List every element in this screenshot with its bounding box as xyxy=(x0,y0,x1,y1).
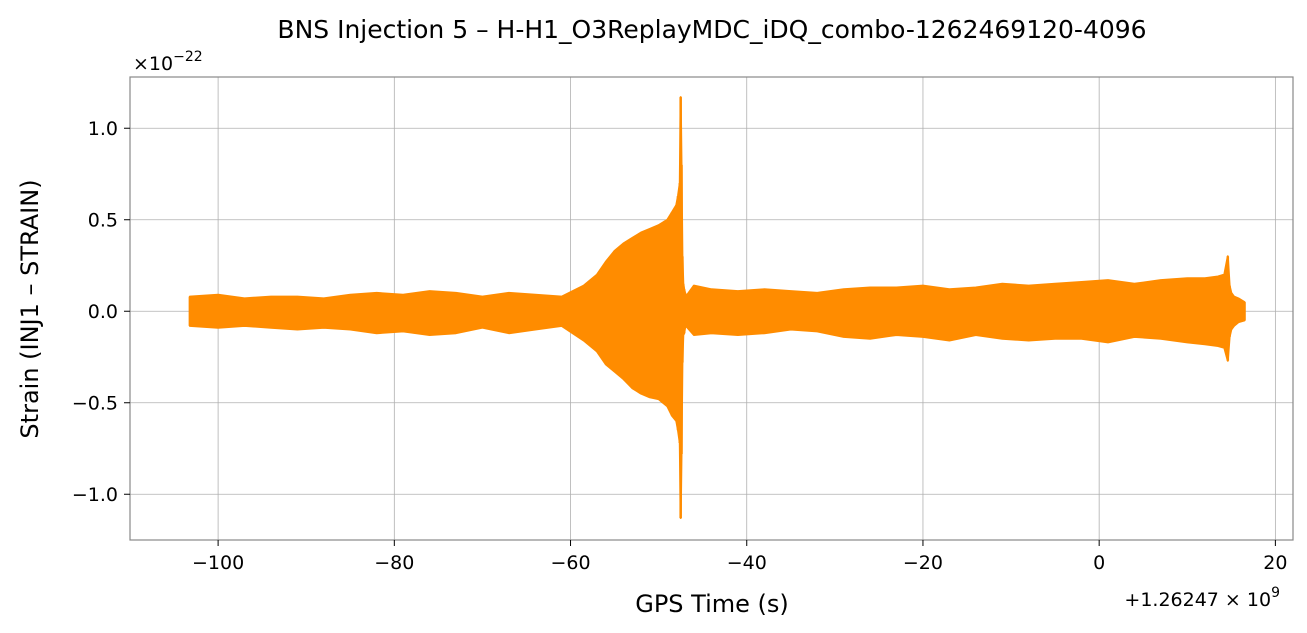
plot-frame xyxy=(129,76,1294,541)
y-tick-label: 1.0 xyxy=(88,118,118,140)
x-tick-label: 0 xyxy=(1093,552,1105,574)
series-layer xyxy=(188,96,1246,519)
x-ticks: −100 −80 −60 −40 −20 0 20 xyxy=(192,540,1287,574)
x-offset-label: +1.26247 × 109 xyxy=(1124,585,1280,611)
y-tick-label: −1.0 xyxy=(72,484,118,506)
x-offset-base: +1.26247 × 10 xyxy=(1124,589,1271,611)
x-tick-label: −20 xyxy=(903,552,943,574)
y-scale-factor: ×10−22 xyxy=(133,49,203,75)
x-offset-exponent: 9 xyxy=(1271,585,1280,601)
y-tick-label: 0.0 xyxy=(88,301,118,323)
x-tick-label: −60 xyxy=(550,552,590,574)
x-tick-label: −100 xyxy=(192,552,244,574)
strain-envelope xyxy=(188,96,1246,519)
x-axis-label: GPS Time (s) xyxy=(635,590,789,618)
y-ticks: −1.0 −0.5 0.0 0.5 1.0 xyxy=(72,118,130,506)
y-axis-label: Strain (INJ1 – STRAIN) xyxy=(16,179,44,438)
chart-title: BNS Injection 5 – H-H1_O3ReplayMDC_iDQ_c… xyxy=(277,15,1146,44)
y-scale-base: ×10 xyxy=(133,53,173,75)
y-tick-label: 0.5 xyxy=(88,210,118,232)
x-tick-label: 20 xyxy=(1263,552,1287,574)
y-tick-label: −0.5 xyxy=(72,393,118,415)
x-tick-label: −40 xyxy=(727,552,767,574)
x-tick-label: −80 xyxy=(374,552,414,574)
y-scale-exponent: −22 xyxy=(173,49,203,65)
